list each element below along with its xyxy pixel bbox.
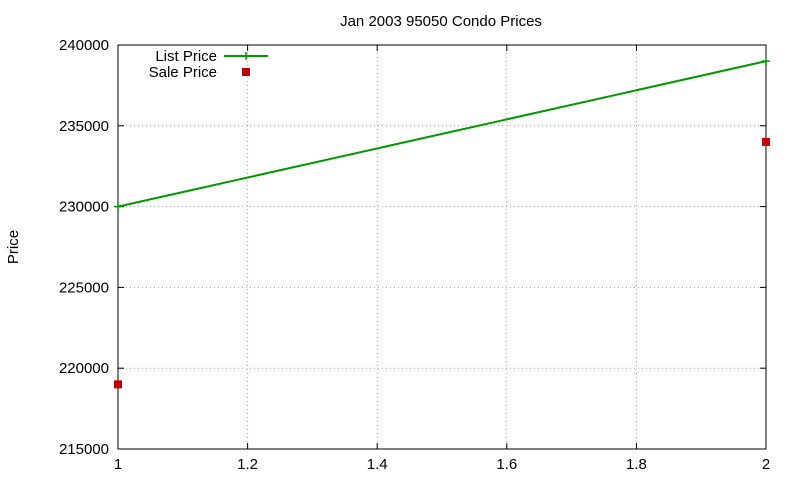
grid-lines xyxy=(118,45,766,449)
y-tick-label: 235000 xyxy=(59,118,109,135)
y-tick-label: 225000 xyxy=(59,279,109,296)
x-tick-label: 1.6 xyxy=(496,456,517,473)
legend-marker xyxy=(242,68,250,76)
legend-label: List Price xyxy=(155,48,217,65)
x-tick-label: 1.8 xyxy=(626,456,647,473)
sale-price-point xyxy=(762,137,770,146)
list-price-line xyxy=(117,60,767,208)
data-series xyxy=(114,57,770,389)
y-tick-label: 230000 xyxy=(59,199,109,216)
x-tick-label: 1.2 xyxy=(237,456,258,473)
legend-marker xyxy=(242,52,250,60)
plot-frame xyxy=(117,44,767,450)
x-tick-label: 1.4 xyxy=(367,456,388,473)
axis-ticks: 1 1.2 1.4 1.6 1.8 2 215000 220000 225000 230000 23… xyxy=(59,37,770,473)
list-price-point xyxy=(114,202,122,211)
list-price-point xyxy=(762,57,770,66)
y-tick-label: 240000 xyxy=(59,37,109,54)
chart-title: Jan 2003 95050 Condo Prices xyxy=(340,13,542,30)
y-tick-label: 215000 xyxy=(59,441,109,458)
sale-price-point xyxy=(114,380,122,389)
x-tick-label: 2 xyxy=(762,456,770,473)
legend-label: Sale Price xyxy=(149,64,217,81)
y-tick-label: 220000 xyxy=(59,360,109,377)
x-tick-label: 1 xyxy=(114,456,122,473)
y-axis-label: Price xyxy=(5,230,22,264)
